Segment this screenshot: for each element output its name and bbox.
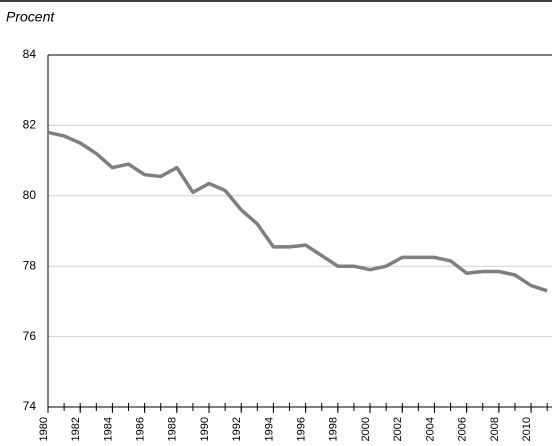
- x-tick-label: 2002: [392, 417, 404, 441]
- x-tick-label: 2010: [521, 417, 533, 441]
- x-tick-label: 2004: [424, 417, 436, 441]
- y-tick-label: 80: [23, 188, 37, 202]
- y-tick-label: 84: [23, 47, 37, 61]
- y-axis-label: Procent: [6, 9, 55, 25]
- x-tick-label: 2000: [360, 417, 372, 441]
- y-tick-label: 82: [23, 118, 37, 132]
- x-tick-label: 1996: [296, 417, 308, 441]
- y-tick-label: 74: [23, 399, 37, 413]
- x-tick-label: 1990: [199, 417, 211, 441]
- x-tick-label: 1992: [231, 417, 243, 441]
- x-tick-label: 1998: [328, 417, 340, 441]
- y-tick-label: 76: [23, 329, 37, 343]
- data-line: [47, 130, 548, 293]
- x-tick-label: 2008: [489, 417, 501, 441]
- x-tick-label: 1994: [263, 417, 275, 441]
- x-tick-label: 2006: [457, 417, 469, 441]
- x-tick-label: 1982: [70, 417, 82, 441]
- x-tick-label: 1980: [38, 417, 50, 441]
- y-tick-label: 78: [23, 258, 37, 272]
- x-tick-label: 1984: [102, 417, 114, 441]
- x-tick-label: 1986: [135, 417, 147, 441]
- x-tick-label: 1988: [167, 417, 179, 441]
